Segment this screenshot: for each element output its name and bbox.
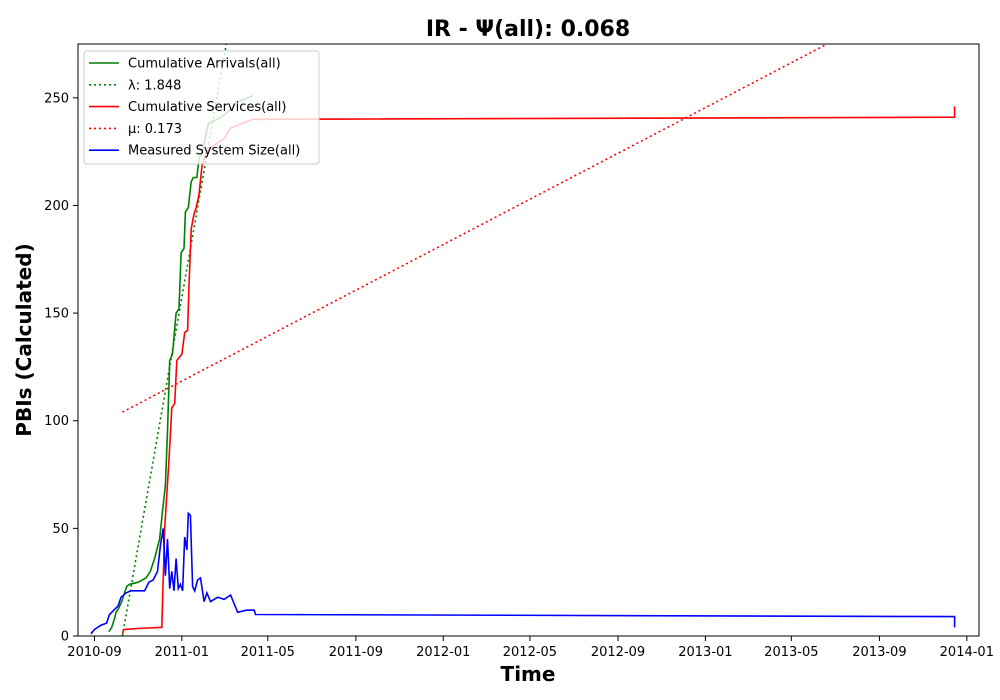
series-line-4 [90,511,956,635]
y-tick-label-5: 250 [44,91,69,106]
x-tick-label-8: 2013-05 [764,645,818,660]
y-tick-label-3: 150 [44,307,69,322]
y-axis-label: PBIs (Calculated) [12,243,36,436]
x-tick-label-4: 2012-01 [416,645,470,660]
x-axis-label: Time [501,662,556,686]
y-tick-label-4: 200 [44,199,69,214]
x-tick-label-9: 2013-09 [852,645,906,660]
legend-label-1: λ: 1.848 [128,78,181,93]
y-axis: 0 50 100 150 200 250 [44,91,78,645]
legend-label-4: Measured System Size(all) [128,144,300,159]
x-tick-label-7: 2013-01 [678,645,732,660]
legend-label-2: Cumulative Services(all) [128,100,286,115]
legend: Cumulative Arrivals(all) λ: 1.848 Cumulati… [83,50,320,165]
x-tick-label-0: 2010-09 [67,645,121,660]
y-tick-label-1: 50 [52,522,69,537]
y-tick-label-2: 100 [44,414,69,429]
legend-label-0: Cumulative Arrivals(all) [128,57,281,72]
x-tick-label-1: 2011-01 [155,645,209,660]
x-tick-label-10: 2014-01 [940,645,994,660]
legend-label-3: μ: 0.173 [128,122,182,137]
x-tick-label-5: 2012-05 [503,645,557,660]
x-tick-label-6: 2012-09 [591,645,645,660]
plot-frame [77,43,980,637]
legend-box [83,50,320,165]
x-tick-label-2: 2011-05 [241,645,295,660]
x-tick-label-3: 2011-09 [329,645,383,660]
chart-title: IR - Ψ(all): 0.068 [426,17,630,42]
y-tick-label-0: 0 [61,630,69,645]
x-axis: 2010-09 2011-01 2011-05 2011-09 2012-01 2012-… [67,636,994,660]
